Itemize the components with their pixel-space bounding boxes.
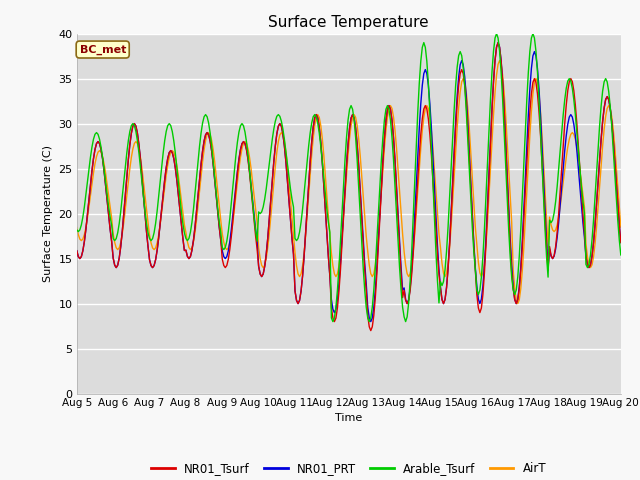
NR01_PRT: [73, 248, 81, 253]
Arable_Tsurf: [262, 186, 270, 192]
NR01_PRT: [311, 115, 319, 120]
Text: BC_met: BC_met: [79, 44, 126, 55]
Arable_Tsurf: [589, 217, 597, 223]
NR01_PRT: [367, 319, 374, 324]
NR01_PRT: [253, 239, 261, 244]
Arable_Tsurf: [253, 238, 261, 244]
AirT: [514, 300, 522, 306]
NR01_Tsurf: [589, 240, 597, 245]
NR01_Tsurf: [367, 328, 374, 334]
NR01_Tsurf: [140, 192, 147, 199]
NR01_PRT: [494, 40, 502, 46]
Y-axis label: Surface Temperature (C): Surface Temperature (C): [43, 145, 53, 282]
AirT: [496, 58, 504, 63]
Legend: NR01_Tsurf, NR01_PRT, Arable_Tsurf, AirT: NR01_Tsurf, NR01_PRT, Arable_Tsurf, AirT: [147, 457, 551, 480]
NR01_Tsurf: [253, 246, 261, 252]
Title: Surface Temperature: Surface Temperature: [269, 15, 429, 30]
AirT: [73, 225, 81, 230]
Arable_Tsurf: [617, 252, 625, 258]
Arable_Tsurf: [329, 319, 337, 324]
NR01_PRT: [262, 252, 270, 257]
AirT: [235, 166, 243, 171]
NR01_Tsurf: [235, 157, 243, 163]
NR01_PRT: [617, 240, 625, 245]
AirT: [311, 122, 319, 128]
NR01_Tsurf: [73, 248, 81, 253]
NR01_PRT: [140, 192, 147, 199]
Line: AirT: AirT: [77, 60, 621, 303]
X-axis label: Time: Time: [335, 413, 362, 423]
NR01_PRT: [235, 156, 243, 162]
Line: NR01_PRT: NR01_PRT: [77, 43, 621, 322]
NR01_Tsurf: [262, 252, 270, 257]
NR01_Tsurf: [311, 115, 319, 120]
Arable_Tsurf: [311, 112, 319, 118]
Arable_Tsurf: [235, 129, 243, 135]
Arable_Tsurf: [73, 227, 81, 233]
AirT: [253, 220, 261, 226]
NR01_Tsurf: [494, 40, 502, 46]
AirT: [589, 254, 597, 260]
Arable_Tsurf: [493, 31, 500, 36]
NR01_Tsurf: [617, 240, 625, 245]
AirT: [617, 224, 625, 230]
NR01_PRT: [589, 240, 597, 245]
Line: Arable_Tsurf: Arable_Tsurf: [77, 34, 621, 322]
AirT: [262, 256, 270, 262]
Arable_Tsurf: [140, 194, 147, 200]
AirT: [140, 179, 147, 184]
Line: NR01_Tsurf: NR01_Tsurf: [77, 43, 621, 331]
